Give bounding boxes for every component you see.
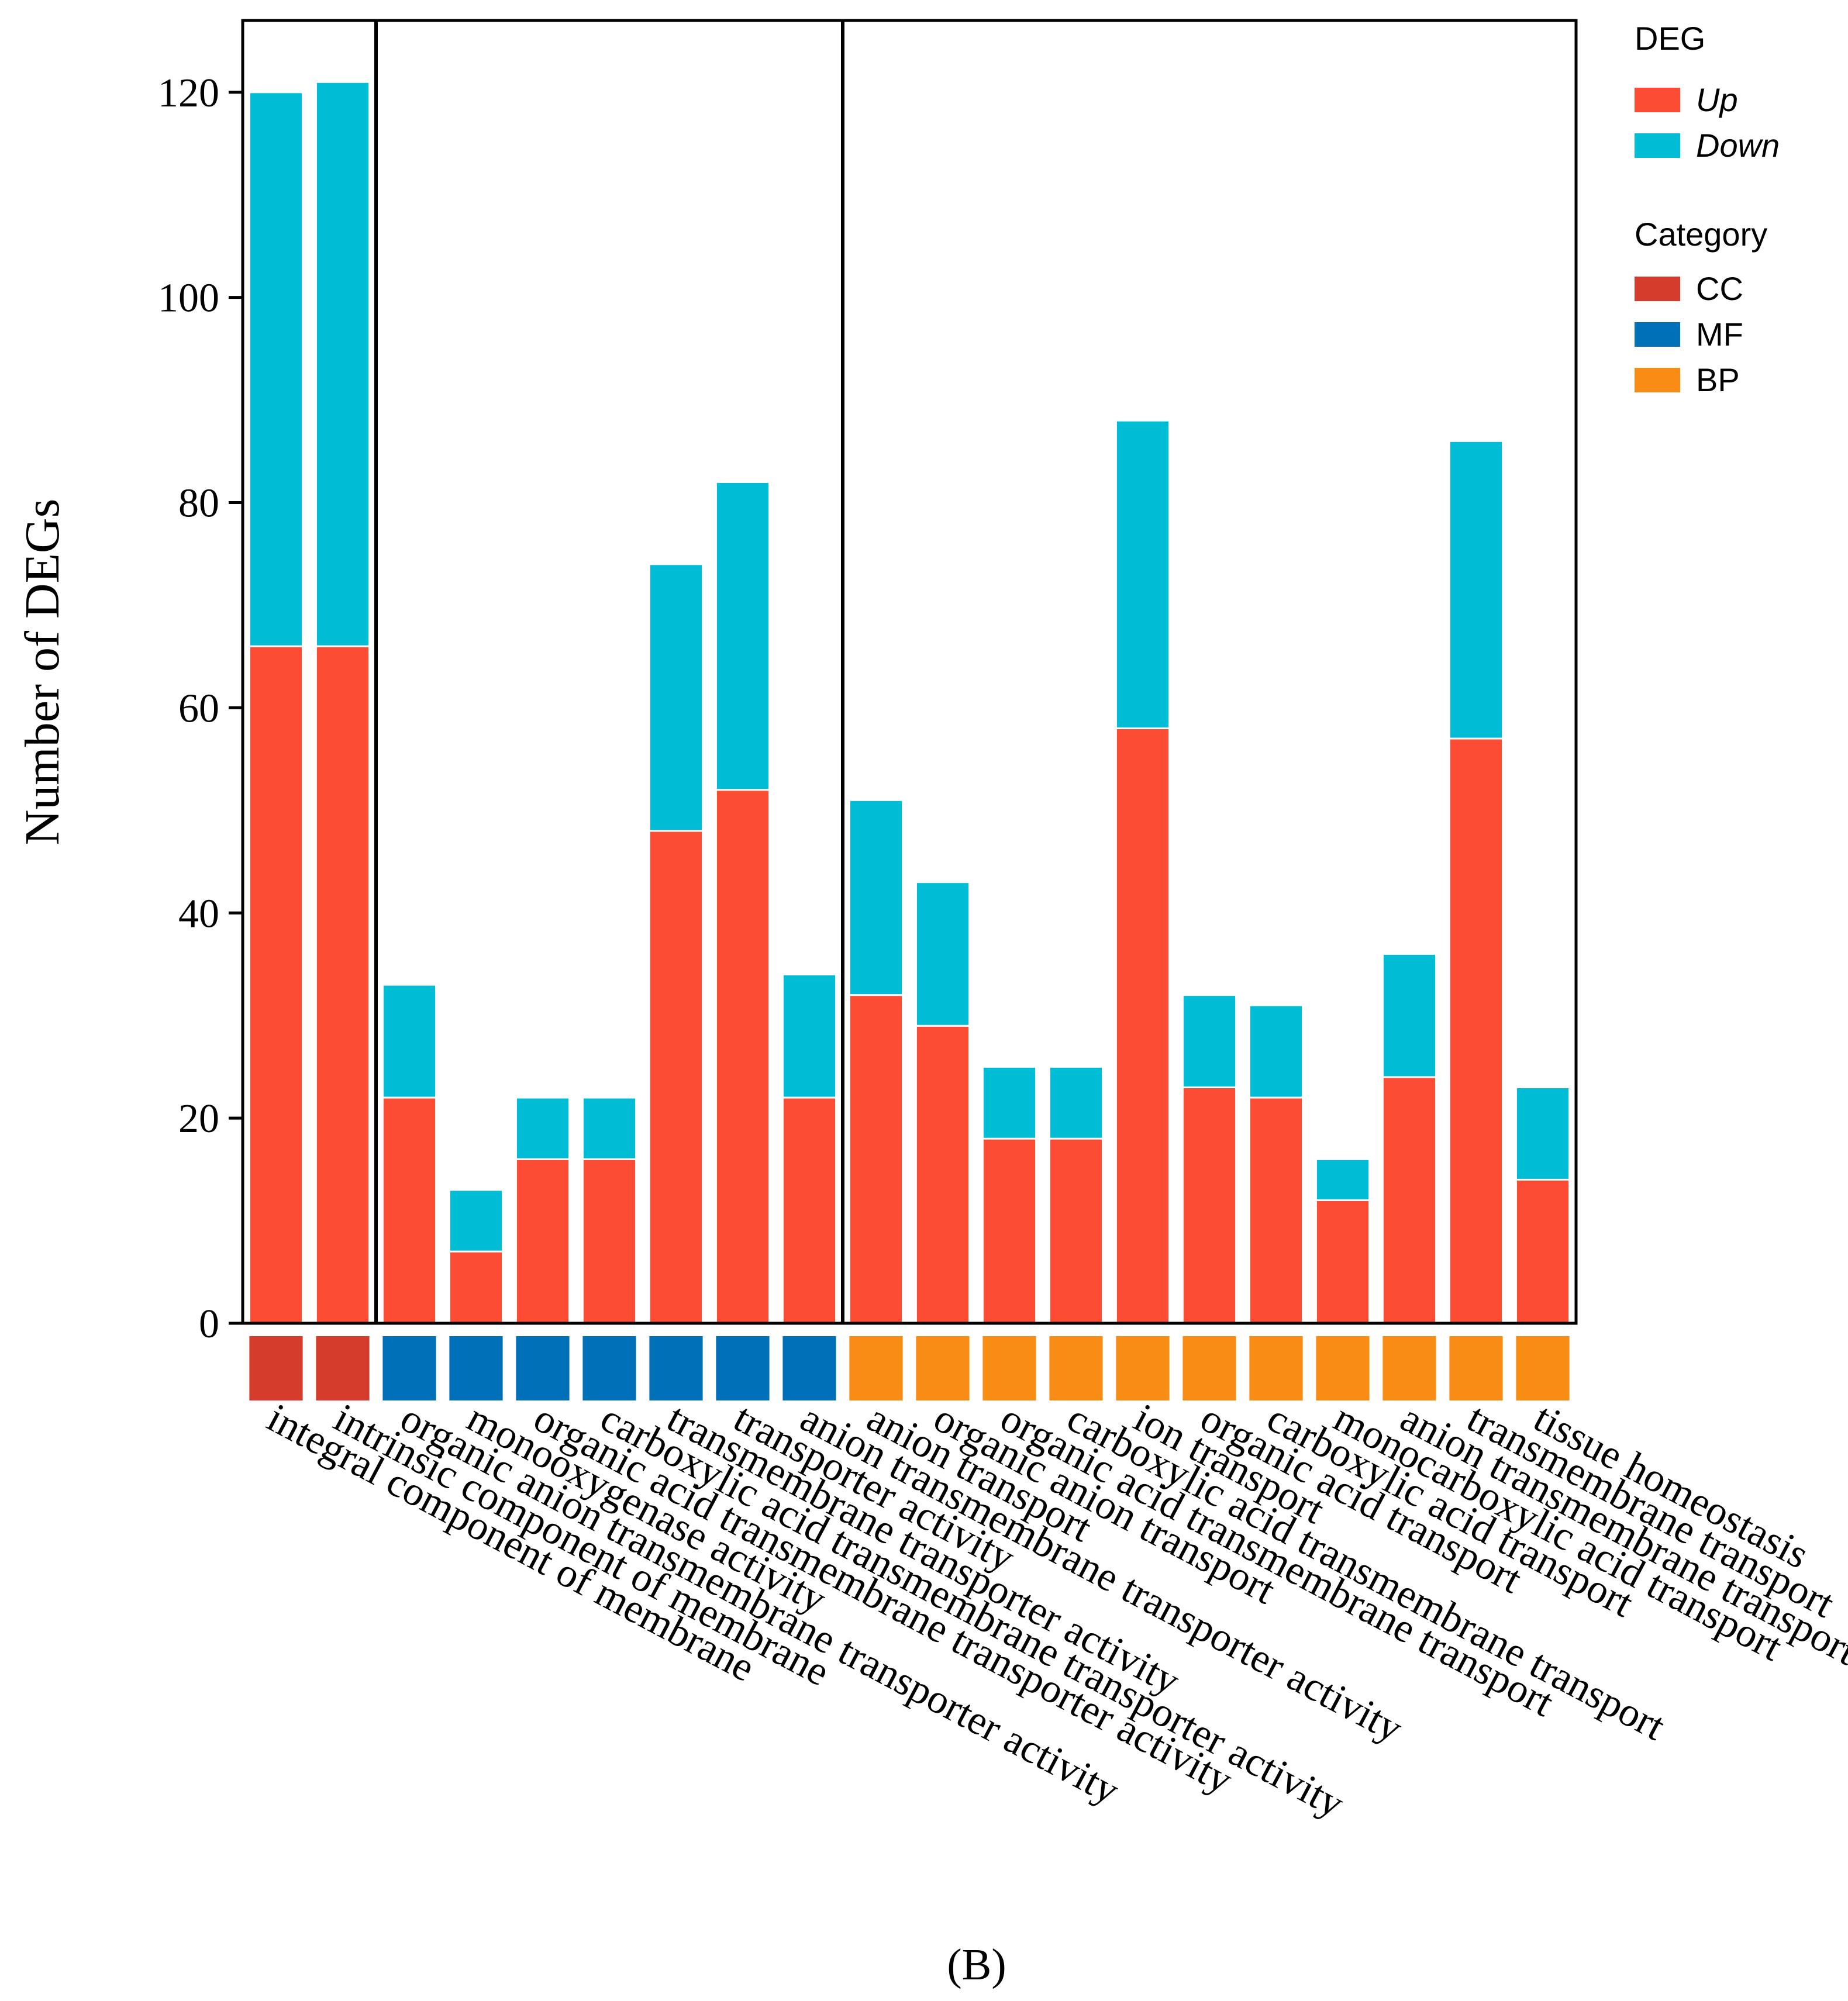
bar-down-1 — [315, 81, 371, 647]
legend-label-down: Down — [1696, 127, 1780, 164]
category-swatch-18 — [1449, 1336, 1503, 1400]
bar-up-18 — [1448, 737, 1504, 1324]
category-swatch-2 — [382, 1336, 436, 1400]
bar-up-17 — [1381, 1076, 1437, 1324]
bar-down-13 — [1115, 419, 1171, 729]
legend-swatch-mf — [1635, 322, 1680, 347]
y-tick-label: 80 — [178, 481, 219, 526]
panel-label: (B) — [947, 1940, 1006, 1989]
y-tick-label: 20 — [178, 1096, 219, 1141]
bar-up-7 — [715, 789, 771, 1324]
category-swatch-16 — [1316, 1336, 1370, 1400]
y-tick-label: 120 — [158, 71, 219, 116]
category-swatch-7 — [716, 1336, 770, 1400]
category-swatch-8 — [782, 1336, 836, 1400]
bar-down-19 — [1515, 1086, 1571, 1181]
legend-label-up: Up — [1696, 81, 1738, 118]
bar-up-12 — [1048, 1137, 1104, 1324]
category-swatch-17 — [1382, 1336, 1436, 1400]
bar-down-18 — [1448, 440, 1504, 740]
plot-frame — [241, 19, 1578, 1325]
bar-down-2 — [381, 984, 437, 1099]
category-swatch-14 — [1182, 1336, 1236, 1400]
bar-up-11 — [981, 1137, 1037, 1324]
bar-up-19 — [1515, 1178, 1571, 1324]
category-swatch-12 — [1049, 1336, 1103, 1400]
bar-up-10 — [915, 1024, 971, 1324]
bar-down-0 — [248, 91, 304, 647]
category-swatch-1 — [316, 1336, 370, 1400]
legend-deg-title: DEG — [1635, 20, 1705, 57]
bar-down-14 — [1181, 994, 1237, 1089]
y-axis: 0 20 40 60 80 100 120 — [158, 71, 243, 1347]
bar-down-17 — [1381, 953, 1437, 1078]
bar-up-9 — [848, 994, 904, 1324]
legend-swatch-cc — [1635, 277, 1680, 301]
bar-down-7 — [715, 481, 771, 791]
bar-down-5 — [581, 1096, 637, 1160]
y-tick-label: 0 — [199, 1302, 219, 1347]
bar-up-5 — [581, 1158, 637, 1324]
group-dividers — [374, 20, 844, 1323]
category-swatch-19 — [1516, 1336, 1570, 1400]
category-swatch-4 — [516, 1336, 570, 1400]
category-swatch-9 — [849, 1336, 903, 1400]
category-swatch-3 — [449, 1336, 503, 1400]
y-tick-label: 100 — [158, 276, 219, 321]
y-axis-title: Number of DEGs — [15, 499, 70, 846]
bar-down-4 — [515, 1096, 571, 1160]
bar-up-15 — [1248, 1096, 1304, 1324]
legend-category-title: Category — [1635, 216, 1767, 253]
bar-up-14 — [1181, 1086, 1237, 1324]
legend-swatch-bp — [1635, 368, 1680, 392]
legend-label-bp: BP — [1696, 361, 1740, 398]
bar-up-3 — [448, 1250, 504, 1324]
bar-down-16 — [1315, 1158, 1371, 1201]
bar-down-6 — [648, 563, 704, 832]
legend-swatch-down — [1635, 133, 1680, 158]
bar-up-2 — [381, 1096, 437, 1324]
bar-up-0 — [248, 645, 304, 1324]
bar-down-11 — [981, 1065, 1037, 1140]
legend-label-cc: CC — [1696, 270, 1743, 307]
category-strip — [249, 1336, 1570, 1400]
bars-layer — [248, 81, 1571, 1324]
category-swatch-15 — [1249, 1336, 1303, 1400]
bar-up-1 — [315, 645, 371, 1324]
bar-up-8 — [781, 1096, 837, 1324]
bar-up-6 — [648, 830, 704, 1324]
bar-down-12 — [1048, 1065, 1104, 1140]
bar-down-10 — [915, 881, 971, 1027]
legend: DEG Up Down Category CC MF BP — [1635, 20, 1780, 398]
category-swatch-0 — [249, 1336, 303, 1400]
category-swatch-11 — [982, 1336, 1036, 1400]
category-swatch-6 — [649, 1336, 703, 1400]
y-tick-label: 40 — [178, 891, 219, 936]
y-tick-label: 60 — [178, 686, 219, 731]
category-swatch-10 — [916, 1336, 970, 1400]
legend-swatch-up — [1635, 88, 1680, 112]
bar-up-13 — [1115, 727, 1171, 1324]
category-swatch-5 — [582, 1336, 636, 1400]
legend-label-mf: MF — [1696, 316, 1743, 353]
category-swatch-13 — [1116, 1336, 1170, 1400]
bar-down-15 — [1248, 1004, 1304, 1099]
bar-down-8 — [781, 974, 837, 1099]
x-axis-labels: integral component of membraneintrinsic … — [260, 1395, 1848, 1827]
bar-down-3 — [448, 1189, 504, 1253]
bar-up-4 — [515, 1158, 571, 1324]
bar-up-16 — [1315, 1199, 1371, 1324]
bar-down-9 — [848, 799, 904, 996]
